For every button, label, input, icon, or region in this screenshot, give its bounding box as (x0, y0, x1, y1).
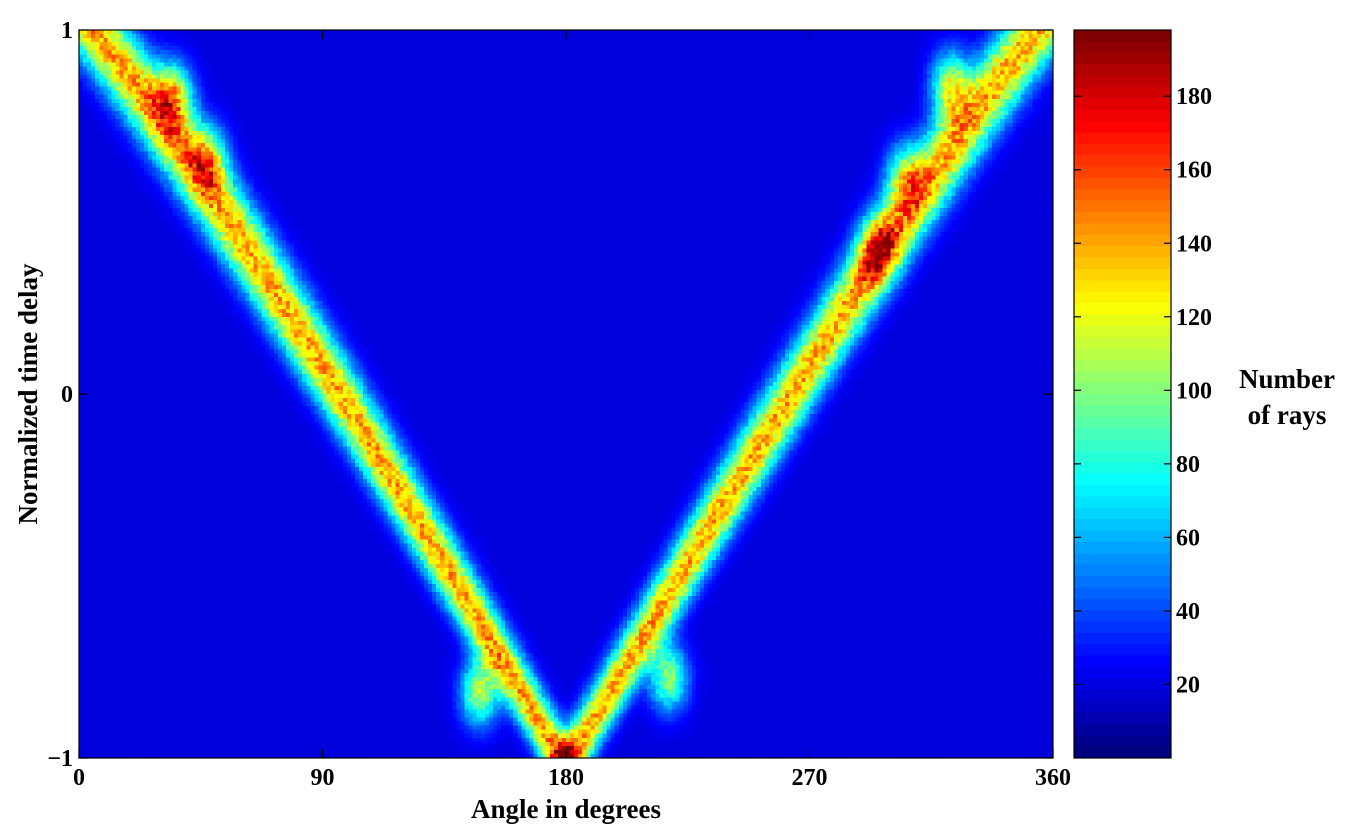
x-tick-label: 180 (548, 765, 584, 791)
heatmap-image (79, 30, 1053, 758)
colorbar-tick-label: 140 (1176, 231, 1212, 257)
y-axis-ticks: −1 0 1 (47, 18, 1053, 772)
colorbar-tick-label: 120 (1176, 305, 1212, 331)
colorbar-label-line2: of rays (1248, 400, 1327, 430)
colorbar-tick-label: 60 (1176, 525, 1200, 551)
y-tick-label: −1 (47, 746, 73, 772)
colorbar-tick-label: 80 (1176, 452, 1200, 478)
x-tick-label: 90 (311, 765, 335, 791)
colorbar-label-line1: Number (1239, 364, 1335, 394)
x-axis-label: Angle in degrees (471, 794, 661, 824)
x-tick-label: 360 (1035, 765, 1071, 791)
colorbar-tick-label: 160 (1176, 158, 1212, 184)
x-tick-label: 270 (792, 765, 828, 791)
plot-frame (78, 29, 1054, 759)
y-axis-label: Normalized time delay (13, 263, 43, 524)
colorbar-tick-label: 100 (1176, 378, 1212, 404)
y-tick-label: 0 (61, 382, 73, 408)
colorbar-gradient (1074, 30, 1171, 758)
colorbar-frame (1073, 29, 1172, 759)
colorbar-tick-label: 20 (1176, 672, 1200, 698)
colorbar-tick-label: 180 (1176, 84, 1212, 110)
colorbar-tick-label: 40 (1176, 599, 1200, 625)
x-axis-ticks: 0 90 180 270 360 (73, 30, 1071, 791)
colorbar-ticks: 20 40 60 80 100 120 140 160 180 (1074, 84, 1212, 698)
y-tick-label: 1 (61, 18, 73, 44)
x-tick-label: 0 (73, 765, 85, 791)
